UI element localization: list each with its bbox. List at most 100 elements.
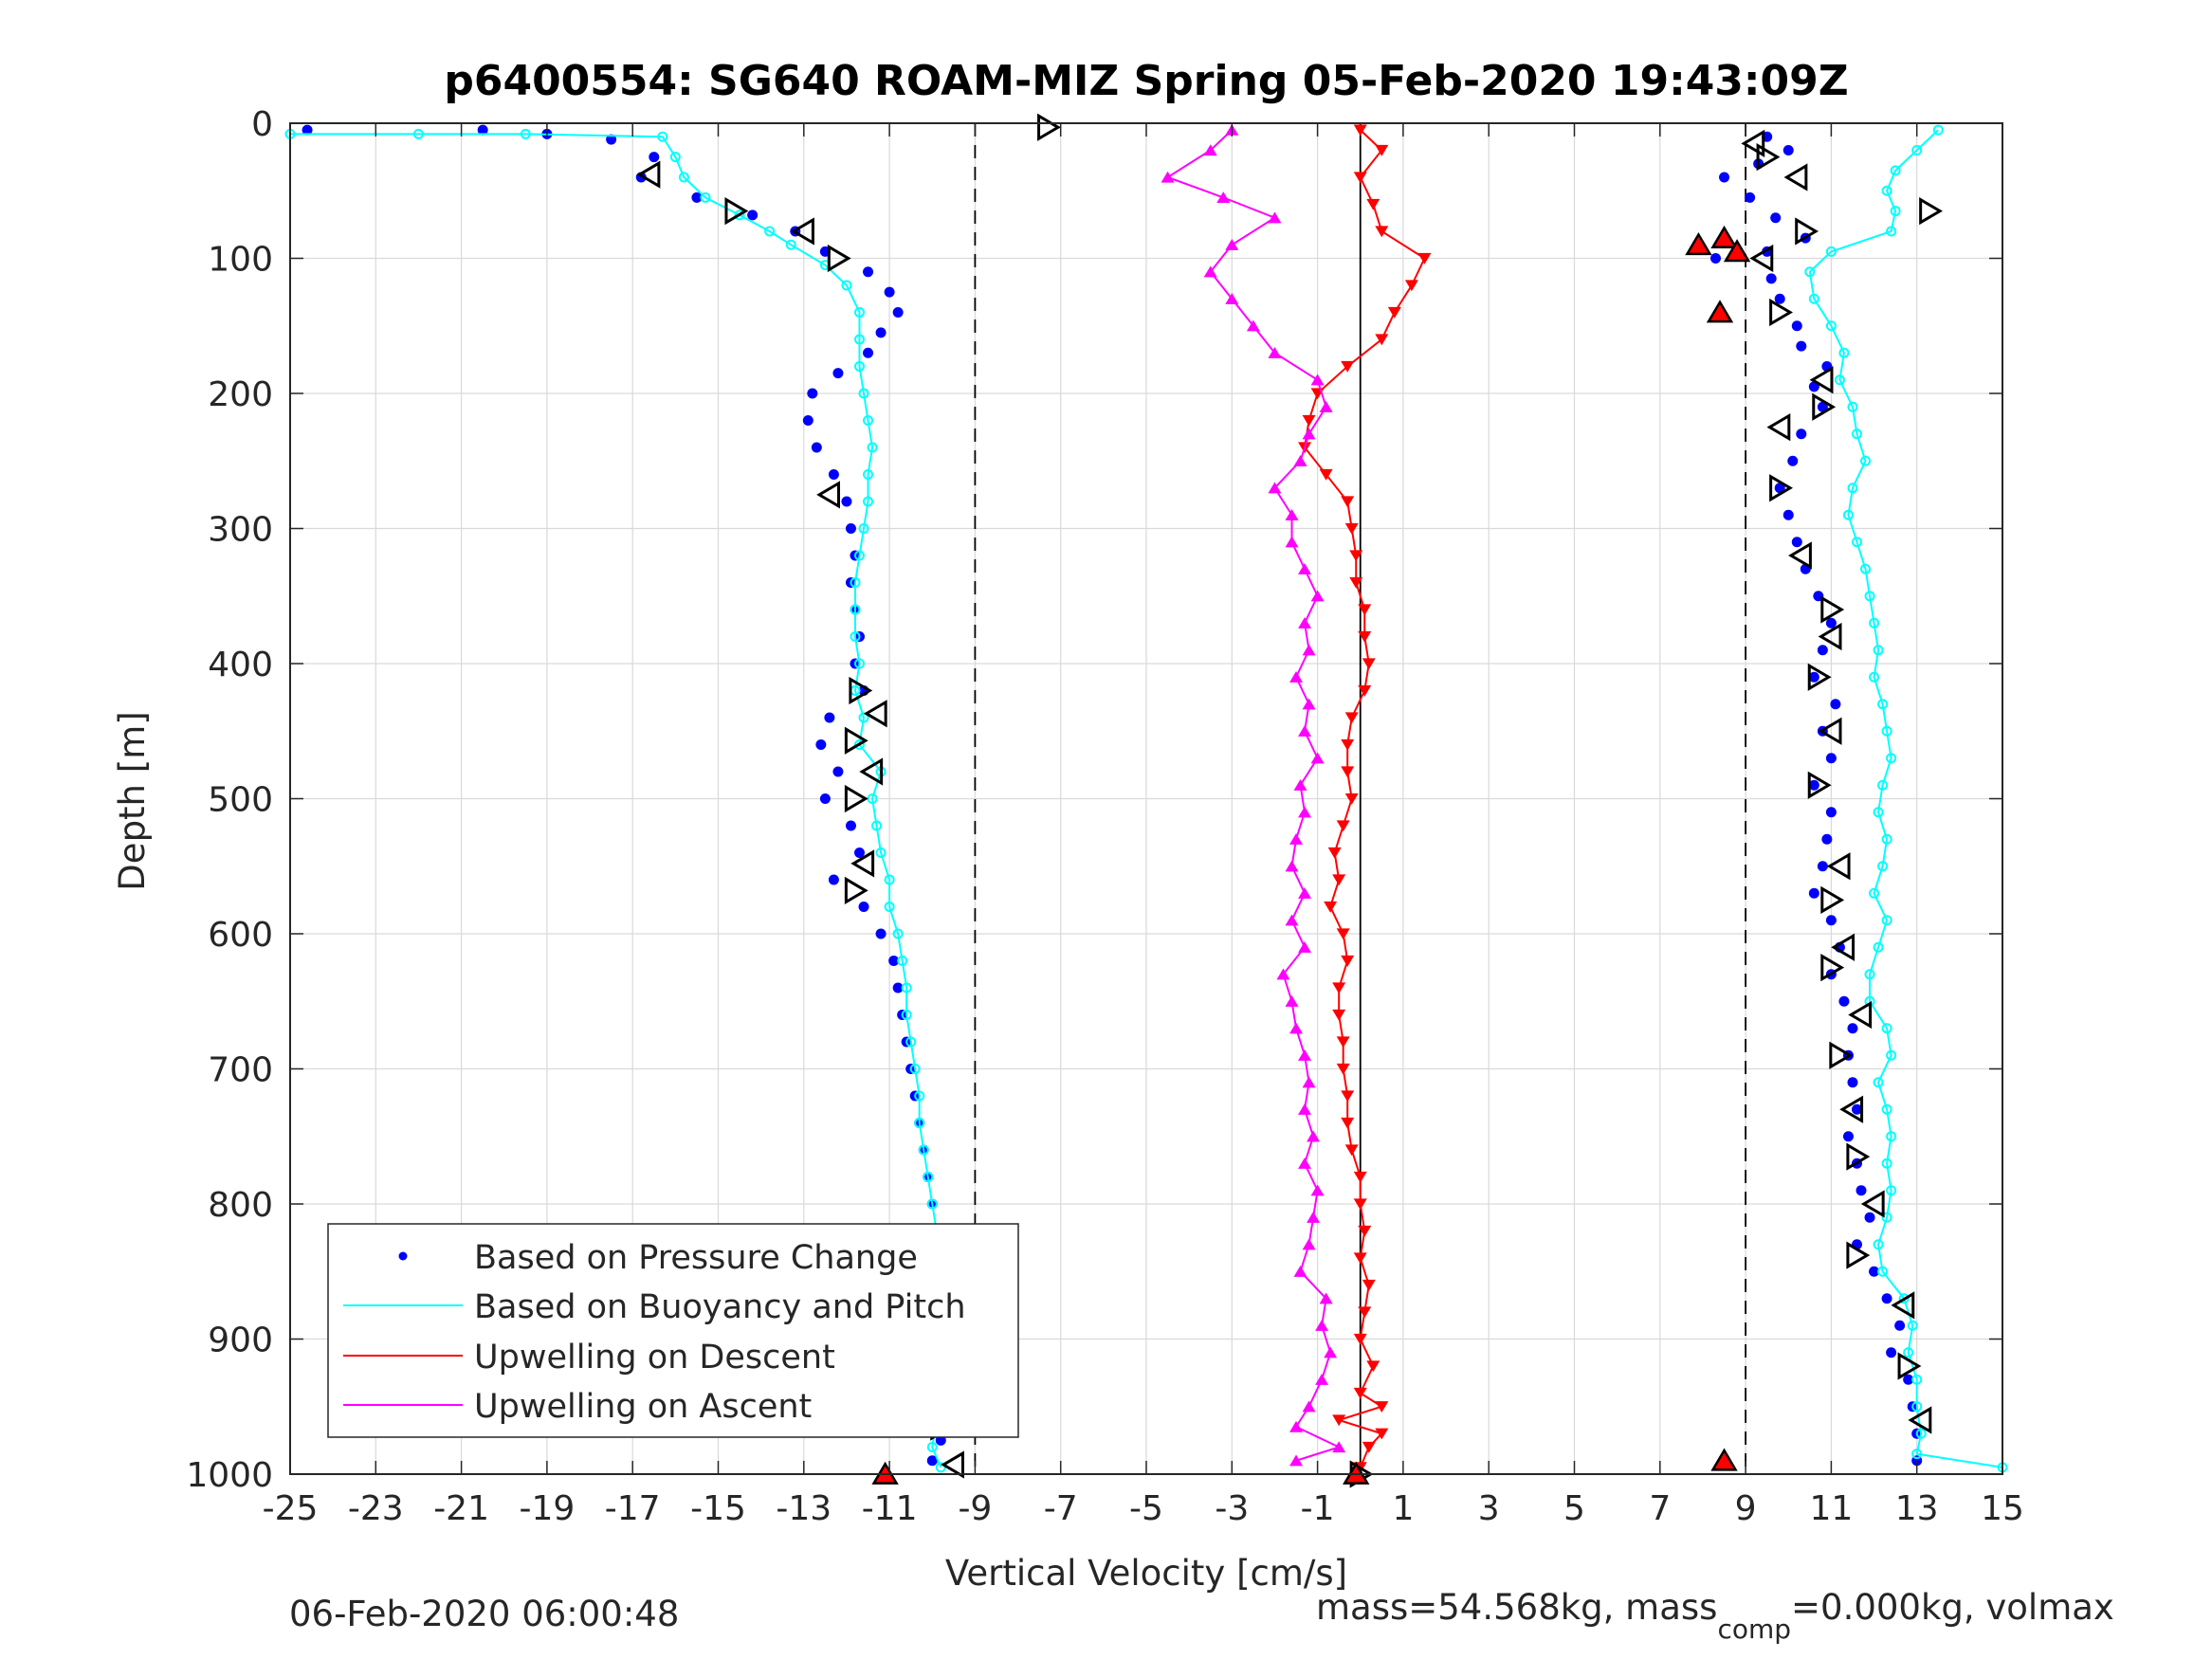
x-tick-label: 3 — [1478, 1489, 1500, 1528]
data-point — [1298, 1157, 1312, 1169]
data-point — [1344, 793, 1359, 805]
data-point — [1898, 1293, 1910, 1304]
data-point — [1719, 172, 1730, 183]
data-point — [841, 496, 852, 507]
data-point — [802, 415, 814, 426]
data-point — [1362, 658, 1376, 670]
data-point — [875, 848, 887, 858]
y-tick-label: 800 — [208, 1186, 273, 1225]
y-axis-label: Depth [m] — [112, 711, 153, 890]
open-triangle-marker — [1783, 163, 1808, 191]
data-point — [1825, 807, 1837, 818]
data-point — [1319, 400, 1333, 412]
data-point — [828, 874, 839, 885]
data-point — [1353, 172, 1367, 184]
data-point — [1246, 319, 1260, 332]
data-point — [1203, 265, 1217, 278]
x-tick-label: -21 — [433, 1489, 489, 1528]
data-point — [867, 442, 878, 453]
x-tick-label: -23 — [348, 1489, 404, 1528]
data-point — [863, 496, 874, 507]
data-point — [853, 361, 865, 372]
data-point — [1375, 1401, 1389, 1413]
open-triangle-marker — [1818, 622, 1842, 651]
data-point — [1787, 455, 1799, 466]
data-point — [1860, 455, 1872, 466]
data-point — [1869, 1266, 1880, 1277]
legend: Based on Pressure Change Based on Buoyan… — [327, 1223, 1019, 1438]
data-point — [850, 631, 861, 642]
footer-mass-prefix: mass=54.568kg, mass — [1316, 1587, 1717, 1628]
data-point — [935, 1462, 946, 1473]
legend-entry-pressure: Based on Pressure Change — [398, 1239, 918, 1277]
data-point — [1362, 1441, 1376, 1453]
data-point — [1302, 1400, 1316, 1413]
data-point — [892, 307, 904, 318]
x-tick-label: -15 — [690, 1489, 746, 1528]
data-point — [926, 1198, 938, 1210]
data-point — [858, 523, 869, 534]
data-point — [1375, 334, 1389, 346]
data-point — [1881, 833, 1892, 845]
data-point — [1417, 252, 1432, 264]
red-triangle-marker — [1706, 300, 1734, 323]
data-point — [1285, 536, 1299, 548]
data-point — [1302, 1238, 1316, 1250]
data-point — [1877, 699, 1889, 710]
data-point — [1864, 591, 1875, 602]
data-point — [1358, 684, 1372, 697]
reference-lines — [974, 123, 1746, 1474]
x-tick-label: 9 — [1735, 1489, 1757, 1528]
data-point — [1770, 212, 1782, 224]
data-point — [1387, 306, 1401, 319]
annotation-markers — [636, 113, 1944, 1488]
data-point — [1808, 779, 1819, 791]
data-point — [1298, 724, 1312, 737]
open-triangle-marker — [1831, 933, 1856, 961]
data-point — [1911, 1449, 1923, 1460]
data-point — [1873, 645, 1884, 656]
data-point — [1808, 671, 1819, 683]
data-point — [1886, 1049, 1897, 1061]
data-point — [1353, 1171, 1367, 1183]
data-point — [1856, 1185, 1867, 1196]
x-tick-label: -17 — [605, 1489, 661, 1528]
data-point — [875, 928, 887, 939]
data-point — [828, 469, 839, 480]
data-point — [901, 1010, 912, 1020]
open-triangle-marker — [1897, 1352, 1922, 1380]
data-point — [1830, 699, 1841, 710]
open-triangle-marker — [791, 217, 814, 246]
data-point — [1825, 246, 1837, 257]
data-point — [1324, 1346, 1338, 1358]
data-point — [1353, 124, 1367, 137]
data-point — [1791, 537, 1802, 548]
open-triangle-marker — [1919, 197, 1944, 226]
data-point — [1886, 1185, 1897, 1196]
open-triangle-marker — [1766, 413, 1791, 442]
data-point — [1216, 191, 1231, 203]
data-point — [1332, 1009, 1346, 1021]
y-tick-label: 700 — [208, 1051, 273, 1090]
data-point — [1877, 1266, 1889, 1277]
open-triangle-marker — [1769, 474, 1793, 502]
data-point — [1796, 340, 1807, 352]
data-point — [1864, 969, 1875, 980]
data-point — [785, 239, 796, 250]
data-point — [1336, 928, 1350, 940]
footer-mass-suffix: =0.000kg, volmax — [1791, 1587, 2114, 1628]
open-triangle-marker — [859, 757, 884, 786]
data-point — [1886, 1347, 1897, 1358]
data-point — [1298, 886, 1312, 899]
data-point — [1341, 360, 1355, 373]
data-point — [1315, 1373, 1329, 1385]
open-triangle-marker — [1820, 954, 1845, 982]
open-triangle-marker — [1741, 129, 1765, 157]
data-point — [923, 1172, 934, 1182]
data-point — [824, 712, 835, 723]
data-point — [520, 128, 531, 139]
open-triangle-marker — [816, 481, 840, 509]
data-point — [1774, 293, 1785, 304]
data-point — [1375, 226, 1389, 238]
data-point — [1873, 1077, 1884, 1088]
